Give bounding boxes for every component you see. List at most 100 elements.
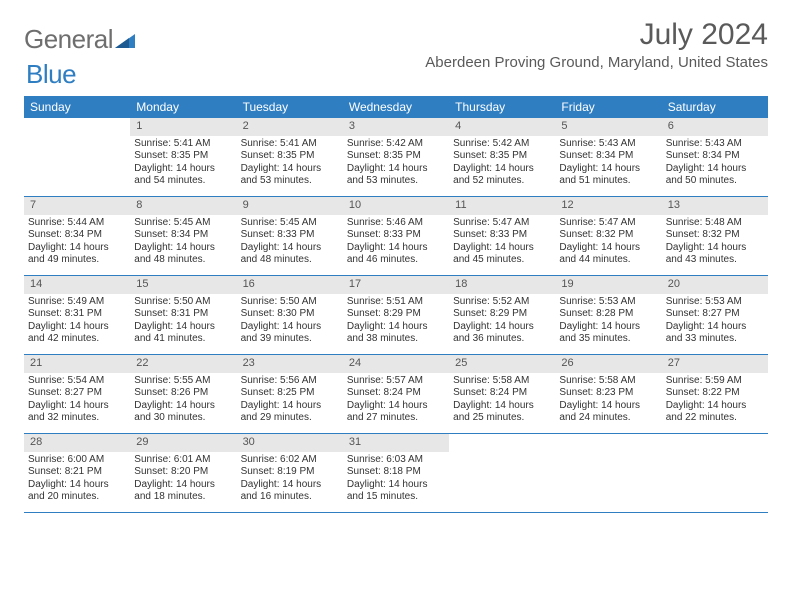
day-number: 11 — [449, 197, 555, 215]
sunset-text: Sunset: 8:31 PM — [28, 308, 126, 321]
daylight-text: Daylight: 14 hours — [134, 242, 232, 255]
sunrise-text: Sunrise: 5:42 AM — [347, 138, 445, 151]
day-number: 19 — [555, 276, 661, 294]
logo-text-general: General — [24, 24, 113, 55]
sunrise-text: Sunrise: 5:53 AM — [666, 296, 764, 309]
daylight-text: Daylight: 14 hours — [134, 479, 232, 492]
day-number: 9 — [237, 197, 343, 215]
sunrise-text: Sunrise: 5:54 AM — [28, 375, 126, 388]
daylight-text: Daylight: 14 hours — [28, 321, 126, 334]
week-row: 28Sunrise: 6:00 AMSunset: 8:21 PMDayligh… — [24, 434, 768, 513]
day-cell: 27Sunrise: 5:59 AMSunset: 8:22 PMDayligh… — [662, 355, 768, 433]
day-cell: 2Sunrise: 5:41 AMSunset: 8:35 PMDaylight… — [237, 118, 343, 196]
day-cell: 19Sunrise: 5:53 AMSunset: 8:28 PMDayligh… — [555, 276, 661, 354]
sunrise-text: Sunrise: 5:51 AM — [347, 296, 445, 309]
sunset-text: Sunset: 8:32 PM — [559, 229, 657, 242]
daylight-text: and 51 minutes. — [559, 175, 657, 188]
daylight-text: Daylight: 14 hours — [241, 479, 339, 492]
sunrise-text: Sunrise: 6:00 AM — [28, 454, 126, 467]
day-cell — [24, 118, 130, 196]
weekday-header: Wednesday — [343, 96, 449, 118]
daylight-text: and 20 minutes. — [28, 491, 126, 504]
sunrise-text: Sunrise: 5:50 AM — [134, 296, 232, 309]
day-cell: 10Sunrise: 5:46 AMSunset: 8:33 PMDayligh… — [343, 197, 449, 275]
daylight-text: Daylight: 14 hours — [453, 242, 551, 255]
day-cell: 31Sunrise: 6:03 AMSunset: 8:18 PMDayligh… — [343, 434, 449, 512]
daylight-text: Daylight: 14 hours — [666, 400, 764, 413]
daylight-text: and 27 minutes. — [347, 412, 445, 425]
week-row: 7Sunrise: 5:44 AMSunset: 8:34 PMDaylight… — [24, 197, 768, 276]
daylight-text: and 24 minutes. — [559, 412, 657, 425]
sunrise-text: Sunrise: 5:49 AM — [28, 296, 126, 309]
sunrise-text: Sunrise: 5:43 AM — [559, 138, 657, 151]
day-number: 31 — [343, 434, 449, 452]
daylight-text: and 54 minutes. — [134, 175, 232, 188]
daylight-text: Daylight: 14 hours — [347, 400, 445, 413]
day-cell — [555, 434, 661, 512]
daylight-text: Daylight: 14 hours — [666, 163, 764, 176]
daylight-text: Daylight: 14 hours — [134, 163, 232, 176]
sunset-text: Sunset: 8:33 PM — [453, 229, 551, 242]
daylight-text: Daylight: 14 hours — [666, 321, 764, 334]
sunrise-text: Sunrise: 5:44 AM — [28, 217, 126, 230]
sunset-text: Sunset: 8:31 PM — [134, 308, 232, 321]
day-cell: 30Sunrise: 6:02 AMSunset: 8:19 PMDayligh… — [237, 434, 343, 512]
day-number: 26 — [555, 355, 661, 373]
daylight-text: and 53 minutes. — [347, 175, 445, 188]
day-number: 28 — [24, 434, 130, 452]
sunset-text: Sunset: 8:30 PM — [241, 308, 339, 321]
sunset-text: Sunset: 8:22 PM — [666, 387, 764, 400]
sunset-text: Sunset: 8:21 PM — [28, 466, 126, 479]
day-cell: 7Sunrise: 5:44 AMSunset: 8:34 PMDaylight… — [24, 197, 130, 275]
week-row: 1Sunrise: 5:41 AMSunset: 8:35 PMDaylight… — [24, 118, 768, 197]
daylight-text: and 48 minutes. — [134, 254, 232, 267]
sunset-text: Sunset: 8:27 PM — [28, 387, 126, 400]
daylight-text: Daylight: 14 hours — [28, 479, 126, 492]
sunset-text: Sunset: 8:34 PM — [559, 150, 657, 163]
sunrise-text: Sunrise: 5:46 AM — [347, 217, 445, 230]
day-cell: 21Sunrise: 5:54 AMSunset: 8:27 PMDayligh… — [24, 355, 130, 433]
day-number: 18 — [449, 276, 555, 294]
sunrise-text: Sunrise: 5:45 AM — [134, 217, 232, 230]
daylight-text: Daylight: 14 hours — [28, 242, 126, 255]
sunrise-text: Sunrise: 6:03 AM — [347, 454, 445, 467]
sunrise-text: Sunrise: 5:48 AM — [666, 217, 764, 230]
sunset-text: Sunset: 8:26 PM — [134, 387, 232, 400]
day-number: 29 — [130, 434, 236, 452]
weekday-header: Tuesday — [237, 96, 343, 118]
day-cell: 18Sunrise: 5:52 AMSunset: 8:29 PMDayligh… — [449, 276, 555, 354]
weekday-header: Monday — [130, 96, 236, 118]
sunrise-text: Sunrise: 5:47 AM — [453, 217, 551, 230]
day-cell — [449, 434, 555, 512]
daylight-text: and 38 minutes. — [347, 333, 445, 346]
sunrise-text: Sunrise: 5:59 AM — [666, 375, 764, 388]
daylight-text: Daylight: 14 hours — [134, 321, 232, 334]
daylight-text: and 25 minutes. — [453, 412, 551, 425]
day-cell: 24Sunrise: 5:57 AMSunset: 8:24 PMDayligh… — [343, 355, 449, 433]
sunrise-text: Sunrise: 5:53 AM — [559, 296, 657, 309]
day-cell: 6Sunrise: 5:43 AMSunset: 8:34 PMDaylight… — [662, 118, 768, 196]
daylight-text: Daylight: 14 hours — [347, 479, 445, 492]
day-cell: 3Sunrise: 5:42 AMSunset: 8:35 PMDaylight… — [343, 118, 449, 196]
daylight-text: and 52 minutes. — [453, 175, 551, 188]
daylight-text: and 35 minutes. — [559, 333, 657, 346]
daylight-text: and 45 minutes. — [453, 254, 551, 267]
sunset-text: Sunset: 8:34 PM — [134, 229, 232, 242]
day-cell: 9Sunrise: 5:45 AMSunset: 8:33 PMDaylight… — [237, 197, 343, 275]
sunset-text: Sunset: 8:27 PM — [666, 308, 764, 321]
sunrise-text: Sunrise: 5:43 AM — [666, 138, 764, 151]
day-number: 21 — [24, 355, 130, 373]
sunset-text: Sunset: 8:20 PM — [134, 466, 232, 479]
month-year-title: July 2024 — [425, 18, 768, 52]
day-number: 25 — [449, 355, 555, 373]
day-cell: 20Sunrise: 5:53 AMSunset: 8:27 PMDayligh… — [662, 276, 768, 354]
day-number: 5 — [555, 118, 661, 136]
sunset-text: Sunset: 8:24 PM — [453, 387, 551, 400]
daylight-text: and 15 minutes. — [347, 491, 445, 504]
sunrise-text: Sunrise: 6:02 AM — [241, 454, 339, 467]
day-number: 10 — [343, 197, 449, 215]
daylight-text: Daylight: 14 hours — [347, 321, 445, 334]
daylight-text: Daylight: 14 hours — [241, 400, 339, 413]
day-number: 17 — [343, 276, 449, 294]
day-cell: 12Sunrise: 5:47 AMSunset: 8:32 PMDayligh… — [555, 197, 661, 275]
